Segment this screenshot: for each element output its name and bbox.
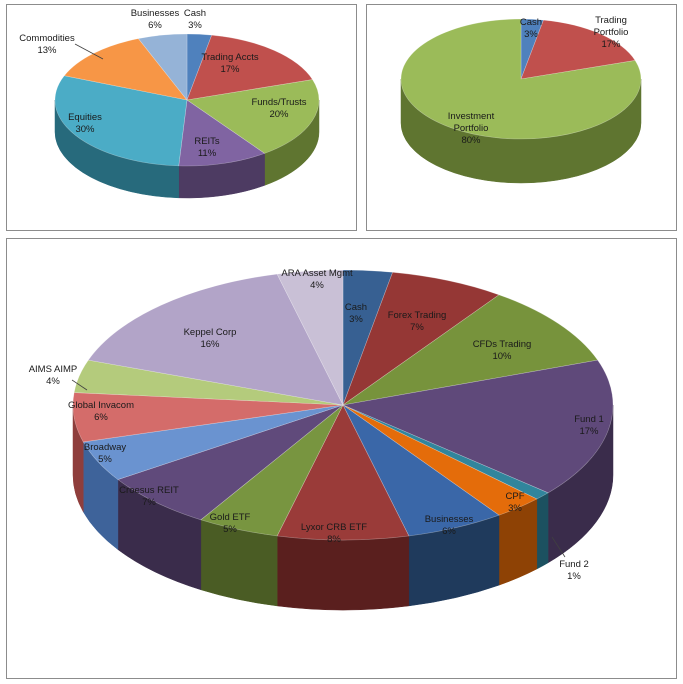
pie-side-lyxor-crb-etf — [276, 535, 410, 611]
pie-slice-trading-portfolio — [520, 19, 636, 80]
data-label-fund-2: Fund 2 1% — [559, 559, 589, 582]
pie-chart-asset-allocation: Cash 3% Trading Accts 17% Funds/Trusts 20% REI… — [19, 8, 320, 199]
data-label-aims-aimp: AIMS AIMP 4% — [29, 364, 78, 387]
data-label-croesus-reit: Croesus REIT 7% — [119, 485, 179, 508]
pie-slice-broadway — [82, 404, 344, 480]
leader-line-fund-2 — [551, 536, 566, 558]
pie-side-fund-2 — [536, 492, 549, 570]
chart-panel-asset-allocation: Cash 3% Trading Accts 17% Funds/Trusts 20% REI… — [6, 4, 357, 231]
data-label-lyxor-crb-etf: Lyxor CRB ETF 8% — [301, 522, 367, 545]
data-label-cpf: CPF 3% — [506, 491, 525, 514]
pie-slice-lyxor-crb-etf — [276, 404, 410, 541]
data-label-forex-trading: Forex Trading 7% — [388, 310, 447, 333]
pie-labels: Cash 3% Forex Trading 7% CFDs Trading 10% Fund… — [29, 268, 604, 582]
data-label-broadway: Broadway 5% — [84, 442, 126, 465]
pie-slice-equities — [54, 75, 188, 167]
pie-slice-funds-trusts — [186, 79, 320, 154]
pie-slice-fund-2 — [342, 404, 549, 500]
pie-slice-fund-1 — [341, 359, 614, 494]
pie-slices — [54, 33, 320, 167]
pie-chart-portfolio-split: Cash 3% Trading Portfolio 17% Investment Portf… — [400, 15, 642, 184]
data-label-trading-accts: Trading Accts 17% — [201, 52, 258, 75]
data-label-global-invacom: Global Invacom 6% — [68, 400, 134, 423]
pie-slice-cfds-trading — [342, 294, 599, 406]
pie-labels: Cash 3% Trading Accts 17% Funds/Trusts 20% REI… — [19, 8, 307, 159]
data-label-cash: Cash 3% — [184, 8, 206, 31]
pie-slice-cash — [342, 269, 394, 406]
pie-slice-ara-asset-mgmt — [276, 269, 344, 406]
pie-slice-keppel-corp — [87, 273, 344, 406]
pie-side-equities — [54, 99, 179, 199]
pie-slice-businesses — [137, 33, 188, 101]
pie-chart-holdings: Cash 3% Forex Trading 7% CFDs Trading 10% Fund… — [29, 268, 614, 611]
data-label-gold-etf: Gold ETF 5% — [210, 512, 251, 535]
pie-slice-trading-accts — [186, 34, 314, 101]
data-label-cfds-trading: CFDs Trading 10% — [473, 339, 532, 362]
pie-slices — [72, 269, 614, 541]
leader-line-commodities — [74, 43, 104, 60]
leader-line-aims-aimp — [71, 379, 88, 391]
pie-slice-croesus-reit — [117, 404, 344, 521]
chart-panel-holdings: Cash 3% Forex Trading 7% CFDs Trading 10% Fund… — [6, 238, 677, 679]
pie-slice-cpf — [342, 404, 538, 516]
data-label-businesses: Businesses 6% — [425, 514, 474, 537]
pie-slice-cash — [520, 18, 544, 80]
data-label-cash: Cash 3% — [345, 302, 367, 325]
chart-panel-portfolio-split: Cash 3% Trading Portfolio 17% Investment Portf… — [366, 4, 677, 231]
data-label-reits: REITs 11% — [194, 136, 220, 159]
pie-slice-forex-trading — [342, 271, 500, 406]
pie-slice-cash — [186, 33, 213, 101]
data-label-fund-1: Fund 1 17% — [574, 414, 604, 437]
data-label-businesses: Businesses 6% — [131, 8, 180, 31]
pie-slice-reits — [178, 99, 266, 167]
pie-side-walls — [72, 404, 614, 611]
pie-labels: Cash 3% Trading Portfolio 17% Investment Portf… — [448, 15, 629, 146]
pie-slice-commodities — [63, 38, 188, 101]
pie-side-walls — [54, 99, 320, 199]
pie-slice-gold-etf — [200, 404, 344, 537]
data-label-ara-asset-mgmt: ARA Asset Mgmt 4% — [281, 268, 353, 291]
data-label-investment-portfolio: Investment Portfolio 80% — [448, 111, 495, 146]
data-label-keppel-corp: Keppel Corp 16% — [184, 327, 237, 350]
data-label-equities: Equities 30% — [68, 112, 102, 135]
data-label-trading-portfolio: Trading Portfolio 17% — [594, 15, 629, 50]
data-label-commodities: Commodities 13% — [19, 33, 75, 56]
pie-slice-investment-portfolio — [400, 18, 642, 140]
pie-slice-businesses — [342, 404, 500, 537]
pie-slice-aims-aimp — [73, 359, 344, 406]
data-label-funds-trusts: Funds/Trusts 20% — [251, 97, 306, 120]
pie-slice-global-invacom — [72, 392, 344, 443]
data-label-cash: Cash 3% — [520, 17, 542, 40]
pie-slices — [400, 18, 642, 140]
